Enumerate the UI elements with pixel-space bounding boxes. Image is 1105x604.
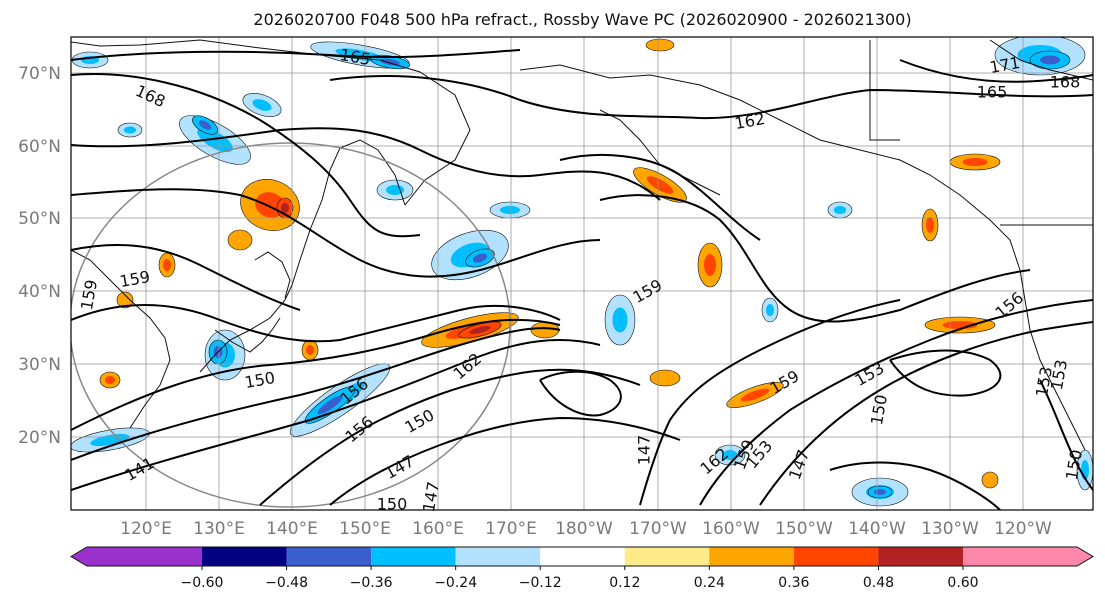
height-contours [71,49,1093,510]
refractivity-patch-core [317,395,343,415]
latitude-tick-label: 50°N [18,209,61,229]
refractivity-patch-core [472,253,488,263]
colorbar-segment [709,547,794,566]
longitude-tick-label: 140°W [848,519,906,539]
contour-label: 168 [1050,73,1081,92]
colorbar-tick-label: −0.48 [265,575,308,591]
longitude-tick-label: 160°E [412,519,464,539]
focus-circle [71,142,511,508]
longitude-tick-label: 120°W [994,519,1052,539]
graticule [71,37,1093,510]
colorbar-tick-label: −0.24 [434,575,477,591]
contour-label: 165 [977,83,1008,102]
colorbar-tick-label: 0.48 [863,575,894,591]
refractivity-patch-core [469,325,491,335]
latitude-tick-labels: 70°N 60°N 50°N 40°N 30°N 20°N [18,64,61,448]
contour-label: 147 [635,435,654,466]
colorbar-tick-label: 0.60 [947,575,978,591]
refractivity-patch-core [234,235,246,245]
latitude-tick-label: 70°N [18,64,61,84]
figure-title: 2026020700 F048 500 hPa refract., Rossby… [253,10,912,29]
colorbar-segment [202,547,287,566]
refractivity-patch-core [380,58,400,66]
colorbar-segment [540,547,625,566]
coastlines [71,39,1093,451]
refractivity-patch-core [124,126,136,134]
colorbar-segment [963,547,1093,566]
colorbar-tick-label: 0.12 [609,575,640,591]
longitude-tick-label: 120°E [120,519,172,539]
colorbar-tick-label: −0.12 [519,575,562,591]
contour-label: 150 [377,495,408,514]
colorbar-outline [70,546,1094,567]
colorbar-segment [878,547,963,566]
colorbar-segment [793,547,879,566]
refractivity-patch-core [612,307,628,333]
longitude-tick-label: 160°W [702,519,760,539]
refractivity-patch-core [704,254,716,276]
colorbar-segment [624,547,710,566]
refractivity-patch-core [986,476,994,484]
colorbar-tick-label: 0.36 [778,575,809,591]
colorbar-segment [371,547,456,566]
longitude-tick-label: 150°E [339,519,391,539]
longitude-tick-label: 150°W [775,519,833,539]
colorbar-segment [71,547,202,566]
refractivity-patch-core [926,217,934,233]
colorbar: −0.60 −0.48 −0.36 −0.24 −0.12 0.12 0.24 0.36 0.4… [70,546,1094,591]
latitude-tick-label: 40°N [18,282,61,302]
latitude-tick-label: 60°N [18,137,61,157]
refractivity-patch-core [834,206,846,214]
refractivity-patch-core [874,489,886,495]
refractivity-patch-core [500,206,520,214]
refractivity-patch-core [653,42,667,48]
refractivity-shading [71,37,1093,507]
longitude-tick-label: 170°W [629,519,687,539]
longitude-tick-label: 130°W [921,519,979,539]
colorbar-segment [455,547,541,566]
refractivity-patch-core [252,99,272,111]
colorbar-segment [286,547,372,566]
refractivity-patch-core [646,176,674,194]
refractivity-patch-core [766,304,774,316]
colorbar-tick-label: −0.60 [181,575,224,591]
refractivity-patch-core [198,120,212,130]
refractivity-patch-core [281,203,289,213]
colorbar-tick-label: 0.24 [694,575,725,591]
refractivity-patch-core [1040,55,1060,65]
refractivity-patch-core [163,259,171,271]
refractivity-patch-core [740,388,770,402]
longitude-tick-label: 140°E [266,519,318,539]
latitude-tick-label: 30°N [18,355,61,375]
refractivity-patch-core [105,376,115,384]
refractivity-patch-core [306,345,314,355]
latitude-tick-label: 20°N [18,428,61,448]
refractivity-patch-core [962,158,988,166]
refractivity-patch-core [722,450,738,460]
longitude-tick-labels: 120°E 130°E 140°E 150°E 160°E 170°E 180°W 170°W… [120,519,1052,539]
colorbar-tick-label: −0.36 [350,575,393,591]
map-frame [70,36,1094,511]
refractivity-patch-core [121,296,129,304]
longitude-tick-label: 130°E [193,519,245,539]
longitude-tick-label: 170°E [485,519,537,539]
refractivity-patch-core [657,374,673,382]
longitude-tick-label: 180°W [555,519,613,539]
